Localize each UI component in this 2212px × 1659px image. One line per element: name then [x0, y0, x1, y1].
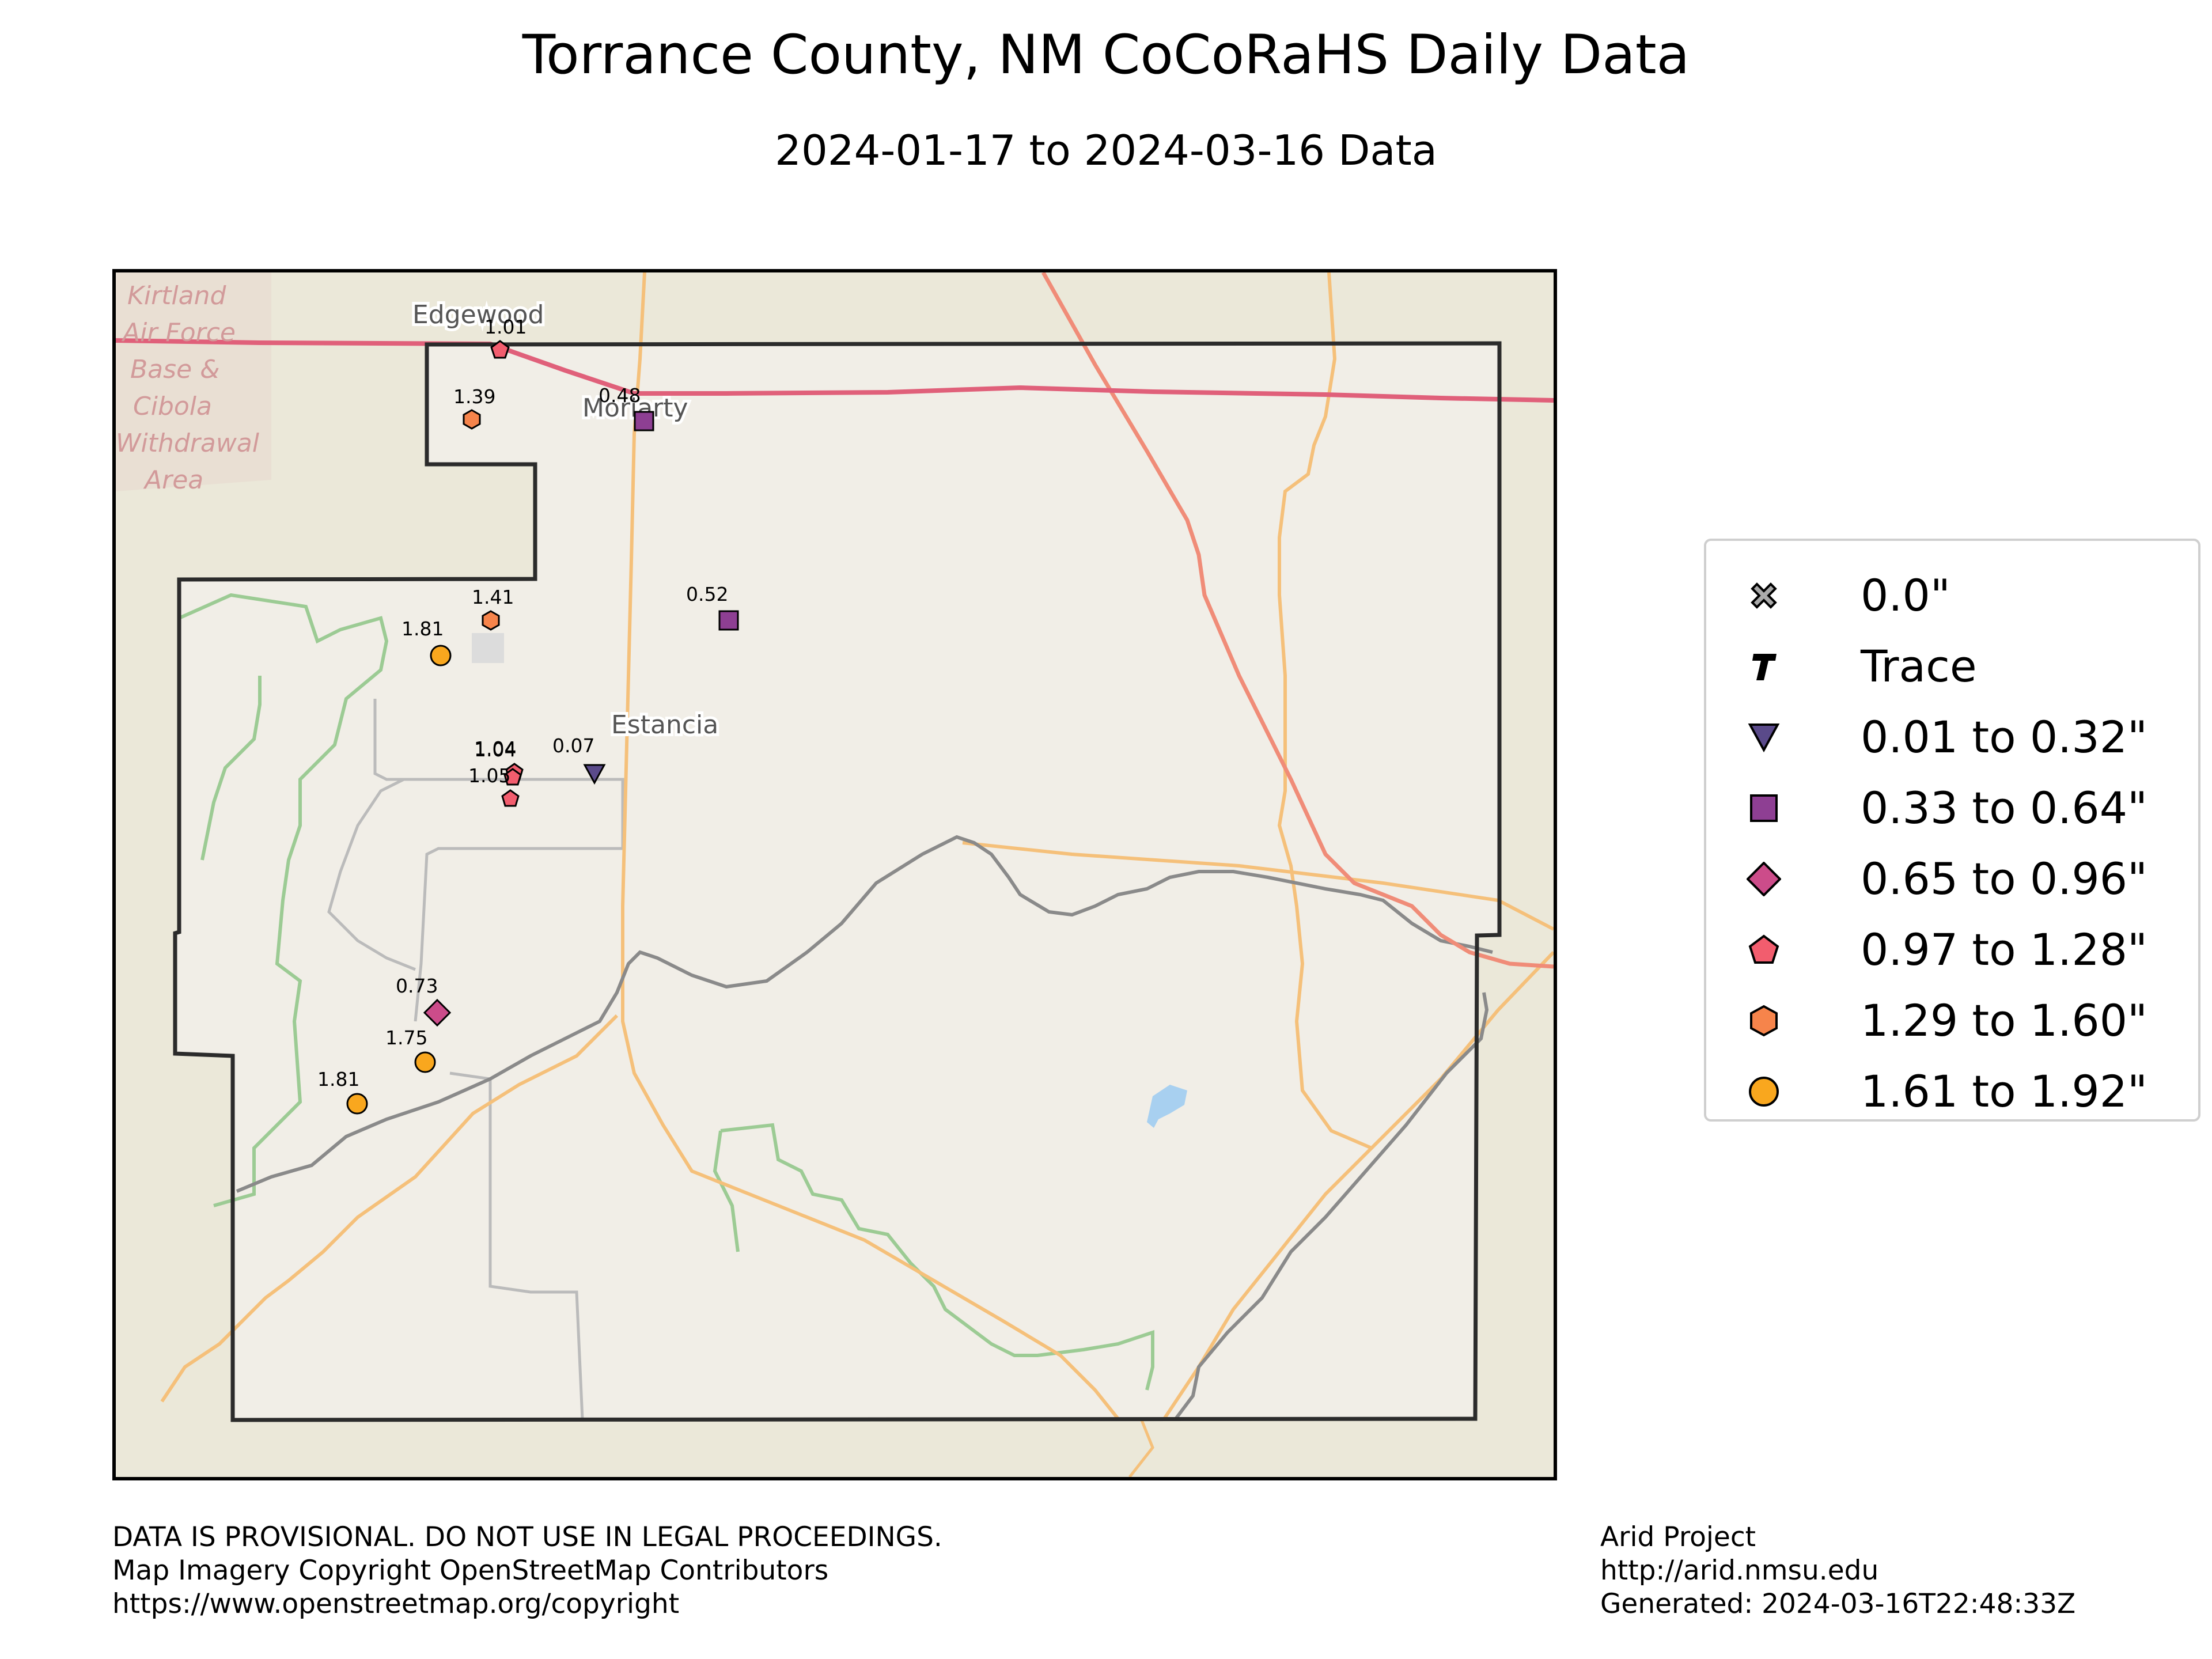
state-road-southwest — [160, 1014, 619, 1403]
town-block — [472, 633, 504, 663]
legend-label: 0.0" — [1861, 570, 1950, 621]
state-road-east — [1277, 272, 1373, 1150]
forest-boundary-west-inner — [200, 676, 262, 861]
railroad — [236, 835, 1493, 1193]
station-value-label: 0.07 — [552, 734, 594, 757]
place-label-estancia: Estancia — [611, 710, 718, 740]
legend-item: 0.97 to 1.28" — [1706, 915, 2198, 984]
base-label-line: Kirtland — [127, 281, 226, 310]
diamond-icon — [1747, 862, 1781, 896]
air-force-base-area — [116, 272, 271, 491]
stations-layer: 1.01 1.39 0.48 1.41 0.52 1.81 — [317, 316, 739, 1115]
base-label-line: Base & — [130, 355, 219, 384]
triangle-down-icon — [1748, 724, 1780, 753]
water-body — [1147, 1085, 1187, 1128]
legend-label: 1.61 to 1.92" — [1861, 1066, 2148, 1117]
place-label-edgewood: Edgewood — [412, 300, 544, 329]
footer-credits: Arid Project http://arid.nmsu.edu Genera… — [1600, 1521, 2075, 1621]
station-marker[interactable]: 1.81 — [402, 618, 452, 666]
legend-item: Trace — [1706, 632, 2198, 701]
base-label-line: Cibola — [133, 392, 212, 421]
station-value-label: 1.41 — [472, 586, 514, 608]
page-title: Torrance County, NM CoCoRaHS Daily Data — [522, 24, 1690, 86]
legend-item: 0.33 to 0.64" — [1706, 774, 2198, 843]
station-value-label: 1.39 — [453, 385, 495, 408]
square-icon — [1750, 794, 1778, 822]
trace-t-icon — [1752, 654, 1777, 680]
legend-label: Trace — [1861, 641, 1977, 692]
station-marker[interactable]: 1.41 — [472, 586, 514, 631]
station-value-label: 1.04 — [474, 737, 516, 760]
station-marker[interactable]: 1.05 — [468, 764, 520, 807]
forest-boundary-south — [720, 1123, 1154, 1391]
station-marker[interactable]: 0.07 — [552, 734, 606, 785]
forest-boundary-west — [178, 593, 389, 1207]
local-road-3 — [449, 1071, 584, 1419]
railroad-east-branch — [1174, 992, 1489, 1420]
state-road-north-south — [1128, 1418, 1154, 1477]
legend: 0.0" Trace 0.01 to 0.32" 0.33 to 0.64" 0… — [1704, 539, 2200, 1122]
legend-item: 0.01 to 0.32" — [1706, 703, 2198, 772]
station-marker[interactable]: 1.81 — [317, 1068, 368, 1115]
station-value-label: 1.01 — [484, 316, 527, 338]
legend-item: 0.65 to 0.96" — [1706, 844, 2198, 914]
map-frame[interactable]: Kirtland Air Force Base & Cibola Withdra… — [112, 269, 1557, 1480]
county-area — [175, 343, 1499, 1420]
footer-line: Arid Project — [1600, 1521, 1756, 1553]
state-road-nm41 — [621, 272, 1120, 1420]
state-road-us60-east — [962, 841, 1554, 931]
station-marker[interactable]: 1.39 — [453, 385, 495, 430]
station-value-label: 1.81 — [402, 618, 444, 640]
legend-item: 1.29 to 1.60" — [1706, 986, 2198, 1055]
legend-label: 0.33 to 0.64" — [1861, 782, 2148, 834]
station-marker[interactable]: 1.75 — [385, 1027, 436, 1073]
legend-label: 0.97 to 1.28" — [1861, 924, 2148, 975]
base-label-line: Area — [143, 465, 203, 495]
us-highway-285 — [1041, 272, 1554, 969]
hexagon-icon — [1750, 1005, 1778, 1037]
station-marker[interactable]: 0.48 — [599, 384, 654, 431]
x-icon — [1751, 582, 1777, 609]
circle-icon — [1749, 1077, 1779, 1107]
local-road-2 — [327, 778, 416, 971]
station-value-label: 1.75 — [385, 1027, 427, 1049]
map-canvas[interactable]: Kirtland Air Force Base & Cibola Withdra… — [116, 272, 1554, 1477]
base-label-line: Withdrawal — [116, 429, 260, 458]
station-value-label: 1.04 — [474, 738, 516, 761]
legend-item: 0.0" — [1706, 561, 2198, 630]
legend-label: 1.29 to 1.60" — [1861, 995, 2148, 1046]
pentagon-icon — [1748, 934, 1779, 964]
station-value-label: 0.73 — [396, 975, 438, 997]
legend-item: 1.61 to 1.92" — [1706, 1057, 2198, 1126]
station-value-label: 1.05 — [468, 764, 510, 787]
footer-line: Generated: 2024-03-16T22:48:33Z — [1600, 1588, 2076, 1620]
county-outline — [173, 341, 1502, 1422]
station-value-label: 0.52 — [686, 583, 728, 605]
footer-line: Map Imagery Copyright OpenStreetMap Cont… — [112, 1555, 829, 1586]
forest-boundary-south-2 — [713, 1130, 740, 1252]
footer-line: DATA IS PROVISIONAL. DO NOT USE IN LEGAL… — [112, 1521, 942, 1553]
station-marker[interactable]: 0.73 — [396, 975, 452, 1027]
state-road-southeast — [1162, 950, 1554, 1420]
station-value-label: 0.48 — [599, 384, 641, 407]
footer-link[interactable]: https://www.openstreetmap.org/copyright — [112, 1588, 680, 1620]
legend-label: 0.65 to 0.96" — [1861, 853, 2148, 904]
legend-label: 0.01 to 0.32" — [1861, 711, 2148, 763]
station-marker[interactable]: 1.04 — [474, 738, 522, 786]
footer-link[interactable]: http://arid.nmsu.edu — [1600, 1555, 1879, 1586]
base-label-line: Air Force — [121, 318, 236, 347]
page-subtitle: 2024-01-17 to 2024-03-16 Data — [775, 126, 1437, 175]
air-force-base-label: Kirtland Air Force Base & Cibola Withdra… — [116, 281, 260, 495]
station-value-label: 1.81 — [317, 1068, 359, 1090]
footer-disclaimer: DATA IS PROVISIONAL. DO NOT USE IN LEGAL… — [112, 1521, 942, 1621]
station-marker[interactable]: 0.52 — [686, 583, 739, 631]
station-marker[interactable]: 1.01 — [484, 316, 527, 359]
